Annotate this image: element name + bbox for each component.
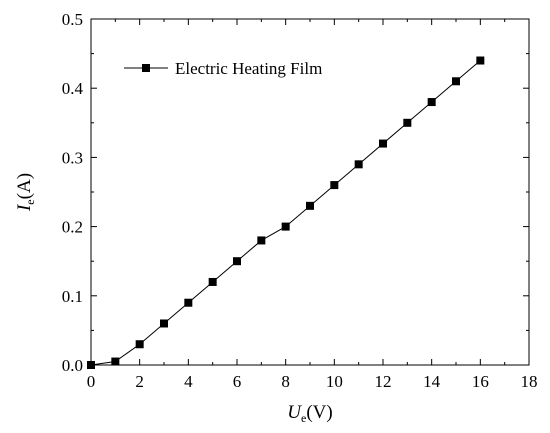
x-tick-label: 0	[87, 372, 96, 391]
legend-marker	[142, 64, 150, 72]
data-point	[379, 139, 387, 148]
y-tick-labels: 0.0 0.1 0.2 0.3 0.4 0.5	[62, 10, 84, 375]
x-axis-label: Ue(V)	[287, 402, 332, 425]
x-tick-label: 6	[233, 372, 242, 391]
data-point	[135, 340, 144, 349]
data-point	[160, 319, 168, 328]
y-tick-label: 0.0	[62, 356, 83, 375]
data-point	[452, 77, 460, 86]
y-tick-label: 0.4	[62, 79, 84, 98]
x-tick-labels: 0 2 4 6 8 10 12 14 16 18	[87, 372, 538, 391]
data-point	[208, 277, 217, 286]
data-point	[476, 56, 485, 65]
x-tick-label: 12	[375, 372, 392, 391]
x-tick-label: 16	[472, 372, 489, 391]
data-point	[354, 160, 363, 169]
y-tick-label: 0.5	[62, 10, 83, 29]
x-tick-label: 18	[521, 372, 538, 391]
data-point	[281, 222, 290, 231]
series-line	[90, 60, 481, 366]
legend-label: Electric Heating Film	[175, 59, 322, 78]
y-axis-label: Ie(A)	[14, 173, 37, 212]
data-point	[257, 236, 266, 245]
data-point	[184, 298, 193, 307]
data-point	[427, 98, 436, 107]
x-tick-label: 4	[184, 372, 193, 391]
x-tick-label: 14	[423, 372, 441, 391]
data-point	[306, 201, 314, 210]
series-group	[87, 56, 485, 369]
y-tick-label: 0.1	[62, 287, 83, 306]
legend: Electric Heating Film	[124, 59, 322, 78]
x-tick-label: 8	[281, 372, 290, 391]
y-tick-label: 0.2	[62, 218, 83, 237]
axis-ticks	[90, 18, 530, 366]
x-tick-label: 10	[326, 372, 343, 391]
data-point	[87, 361, 95, 369]
data-point	[233, 257, 241, 266]
data-point	[403, 118, 412, 127]
y-tick-label: 0.3	[62, 148, 83, 167]
data-point	[330, 181, 339, 190]
data-point	[111, 357, 120, 366]
x-tick-label: 2	[135, 372, 144, 391]
